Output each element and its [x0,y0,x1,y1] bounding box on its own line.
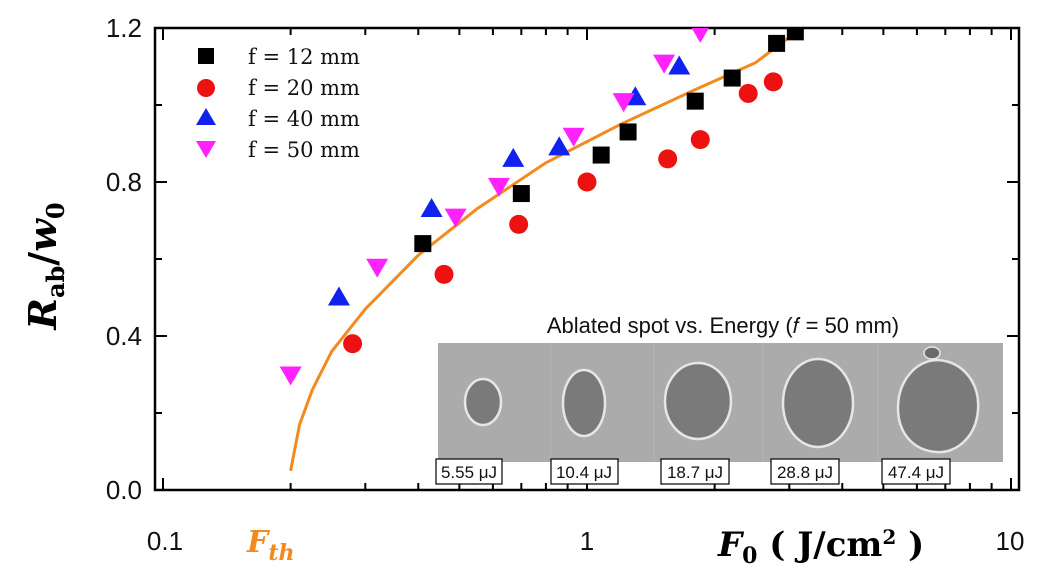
axis-ticks [155,27,1019,491]
ablated-spot [896,358,980,454]
ablated-spot [463,377,503,427]
ablated-spot [561,368,607,438]
data-point-triangle-down [279,366,302,386]
data-point-circle [738,83,758,103]
legend-marker-square [198,48,214,64]
data-point-circle [763,72,783,92]
data-point-square [786,28,804,41]
x-tick-label: 1 [580,526,594,556]
data-point-triangle-down [487,177,510,197]
data-point-triangle-down [691,28,709,43]
data-point-triangle-down [562,127,585,147]
data-point-triangle-up [502,147,525,167]
data-point-triangle-down [612,93,635,113]
ablated-spot [781,357,855,449]
data-point-triangle-up [420,197,443,217]
legend-marker-triangle-down [196,141,216,158]
x-tick-label: 0.1 [147,526,183,556]
data-point-square [619,123,637,141]
data-point-circle [343,334,363,354]
ablation-debris [923,346,941,360]
ablated-spot [663,361,733,441]
data-point-triangle-down [653,54,676,74]
threshold-label: Fth [246,525,294,566]
energy-label: 10.4 μJ [556,463,612,482]
legend: f = 12 mm f = 20 mm f = 40 mm f = 50 mm [196,45,360,162]
energy-label: 28.8 μJ [777,463,833,482]
x-tick-label: 10 [996,526,1025,556]
data-point-square [592,146,610,164]
data-point-circle [658,149,678,169]
energy-label: 18.7 μJ [667,463,723,482]
legend-marker-triangle-up [196,108,216,125]
data-point-triangle-up [327,286,350,306]
data-point-triangle-down [366,258,389,278]
x-axis-label: F0 ( J/cm2 ) [717,525,924,568]
inset-title: Ablated spot vs. Energy (𝑓 = 50 mm) [547,313,899,338]
energy-label: 47.4 μJ [888,463,944,482]
data-point-circle [434,264,454,284]
data-point-circle [690,130,710,150]
inset-image: Ablated spot vs. Energy (𝑓 = 50 mm) 5.55… [435,313,1003,485]
y-tick-label: 0.4 [106,321,142,351]
data-point-square [414,235,432,253]
y-axis-label: Rab/w0 [20,202,70,330]
data-points-layer [279,28,804,386]
data-point-square [768,34,786,52]
y-tick-label: 0.8 [106,167,142,197]
legend-label: f = 20 mm [248,76,360,100]
fit-curve-layer [289,28,803,472]
data-point-square [512,185,530,203]
data-point-square [686,92,704,110]
legend-label: f = 40 mm [248,107,360,131]
y-tick-label: 1.2 [106,13,142,43]
energy-label: 5.55 μJ [441,463,497,482]
data-point-triangle-up [668,55,691,75]
legend-label: f = 50 mm [248,138,360,162]
data-point-triangle-up [548,136,571,156]
fit-curve [289,28,803,472]
data-point-circle [577,172,597,192]
legend-marker-circle [197,79,215,97]
data-point-circle [509,214,529,234]
data-point-square [723,69,741,87]
data-point-triangle-down [444,208,467,228]
legend-label: f = 12 mm [248,45,360,69]
y-tick-label: 0.0 [106,475,142,505]
